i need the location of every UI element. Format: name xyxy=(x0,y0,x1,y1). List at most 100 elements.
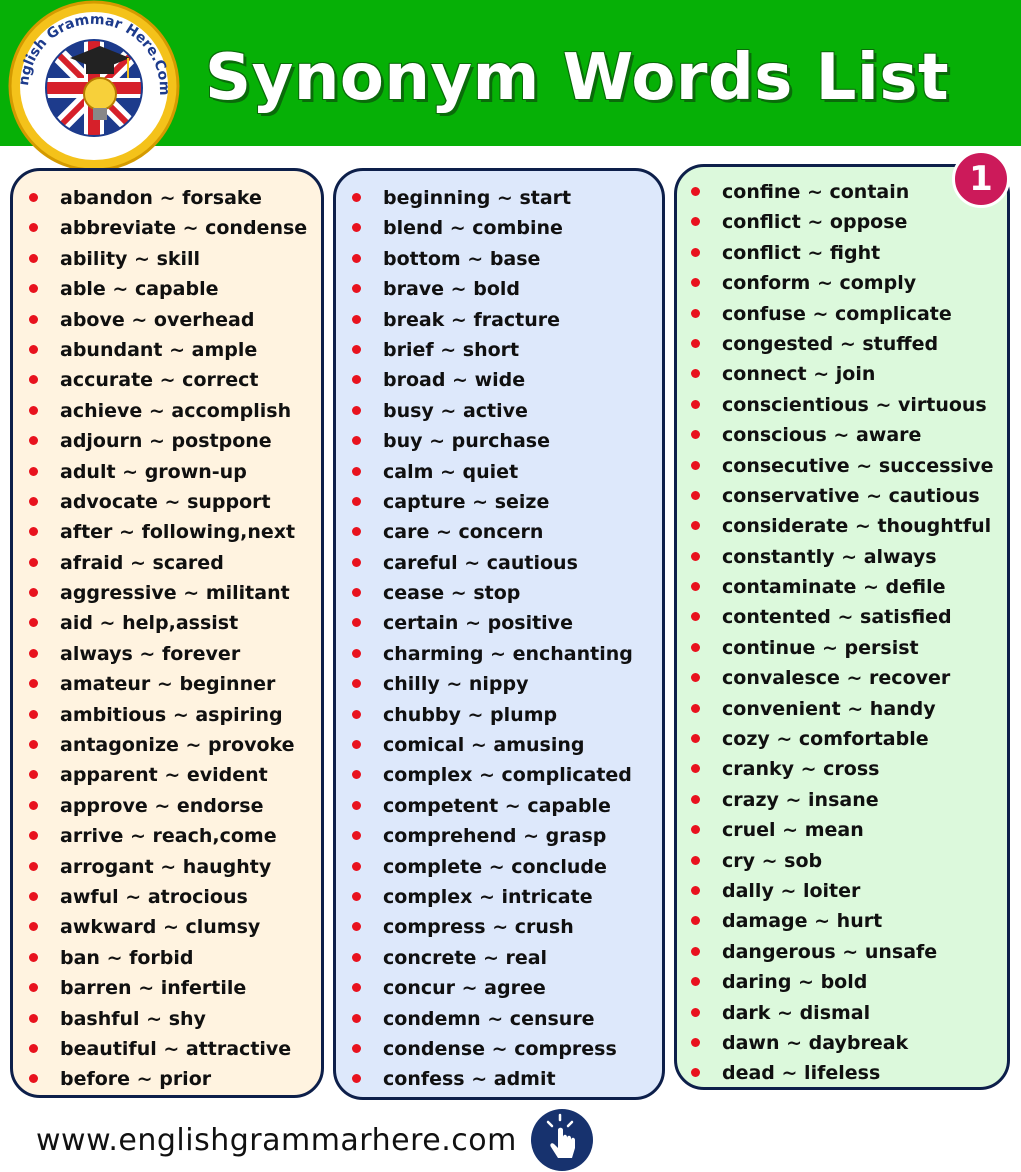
synonym-pair: aid ~ help,assist xyxy=(60,612,239,635)
synonym-pair: beginning ~ start xyxy=(383,187,572,209)
synonym-pair: chilly ~ nippy xyxy=(383,673,529,696)
synonym-pair: brave ~ bold xyxy=(383,278,520,301)
list-item: beautiful ~ attractive xyxy=(29,1034,307,1064)
list-item: arrogant ~ haughty xyxy=(29,852,307,882)
list-item: amateur ~ beginner xyxy=(29,669,307,699)
list-item: advocate ~ support xyxy=(29,487,307,517)
list-item: brief ~ short xyxy=(352,335,633,365)
bullet-icon xyxy=(352,527,361,537)
synonym-pair: contented ~ satisfied xyxy=(722,606,952,629)
pointer-hand-icon xyxy=(531,1109,593,1171)
bullet-icon xyxy=(29,922,38,932)
bullet-icon xyxy=(691,825,700,835)
list-item: dead ~ lifeless xyxy=(691,1058,994,1088)
synonym-pair: conflict ~ fight xyxy=(722,241,881,264)
bullet-icon xyxy=(29,800,38,810)
synonym-pair: contaminate ~ defile xyxy=(722,576,946,599)
list-item: calm ~ quiet xyxy=(352,457,633,487)
bullet-icon xyxy=(29,557,38,567)
bullet-icon xyxy=(352,314,361,324)
synonym-pair: always ~ forever xyxy=(60,642,241,665)
synonym-pair: condemn ~ censure xyxy=(383,1007,595,1030)
list-item: condense ~ compress xyxy=(352,1034,633,1064)
synonym-pair: consecutive ~ successive xyxy=(722,454,994,477)
synonym-pair: after ~ following,next xyxy=(60,521,296,544)
synonym-pair: confuse ~ complicate xyxy=(722,302,952,325)
bullet-icon xyxy=(29,588,38,598)
bullet-icon xyxy=(691,369,700,379)
synonym-column-3: confine ~ contain conflict ~ oppose confli… xyxy=(674,164,1010,1090)
bullet-icon xyxy=(352,983,361,993)
synonym-pair: care ~ concern xyxy=(383,521,544,544)
synonym-pair: convenient ~ handy xyxy=(722,697,936,720)
bullet-icon xyxy=(691,642,700,652)
bullet-icon xyxy=(352,253,361,263)
synonym-pair: constantly ~ always xyxy=(722,545,937,568)
bullet-icon xyxy=(691,247,700,257)
bullet-icon xyxy=(691,946,700,956)
list-item: complete ~ conclude xyxy=(352,852,633,882)
bullet-icon xyxy=(691,490,700,500)
list-item: antagonize ~ provoke xyxy=(29,730,307,760)
list-item: dawn ~ daybreak xyxy=(691,1028,994,1058)
synonym-pair: conscious ~ aware xyxy=(722,424,922,447)
bullet-icon xyxy=(29,466,38,476)
list-item: care ~ concern xyxy=(352,517,633,547)
bullet-icon xyxy=(352,496,361,506)
page-number-badge: 1 xyxy=(952,150,1010,208)
list-item: contaminate ~ defile xyxy=(691,572,994,602)
list-item: break ~ fracture xyxy=(352,305,633,335)
synonym-pair: barren ~ infertile xyxy=(60,977,247,1000)
bullet-icon xyxy=(691,399,700,409)
synonym-pair: complex ~ intricate xyxy=(383,885,593,908)
bullet-icon xyxy=(29,891,38,901)
synonym-pair: careful ~ cautious xyxy=(383,551,578,574)
list-item: convenient ~ handy xyxy=(691,694,994,724)
bullet-icon xyxy=(691,673,700,683)
synonym-pair: compress ~ crush xyxy=(383,916,574,939)
synonym-pair: confine ~ contain xyxy=(722,181,910,203)
bullet-icon xyxy=(691,1037,700,1047)
list-item: abandon ~ forsake xyxy=(29,183,307,213)
list-item: confuse ~ complicate xyxy=(691,299,994,329)
synonym-pair: afraid ~ scared xyxy=(60,551,224,574)
bullet-icon xyxy=(352,466,361,476)
bullet-icon xyxy=(29,344,38,354)
list-item: contented ~ satisfied xyxy=(691,602,994,632)
synonym-pair: abundant ~ ample xyxy=(60,338,258,361)
list-item: continue ~ persist xyxy=(691,633,994,663)
list-item: competent ~ capable xyxy=(352,791,633,821)
synonym-pair: cozy ~ comfortable xyxy=(722,728,929,751)
synonym-pair: cry ~ sob xyxy=(722,849,823,872)
bullet-icon xyxy=(29,648,38,658)
synonym-list: abandon ~ forsake abbreviate ~ condense ab… xyxy=(29,183,307,1095)
synonym-pair: bottom ~ base xyxy=(383,247,541,270)
list-item: after ~ following,next xyxy=(29,517,307,547)
list-item: conform ~ comply xyxy=(691,268,994,298)
bullet-icon xyxy=(691,612,700,622)
synonym-pair: blend ~ combine xyxy=(383,217,563,240)
synonym-pair: conscientious ~ virtuous xyxy=(722,393,987,416)
synonym-pair: dark ~ dismal xyxy=(722,1001,871,1024)
list-item: confess ~ admit xyxy=(352,1064,633,1094)
synonym-pair: dally ~ loiter xyxy=(722,879,861,902)
bullet-icon xyxy=(691,703,700,713)
list-item: conflict ~ fight xyxy=(691,238,994,268)
list-item: crazy ~ insane xyxy=(691,785,994,815)
synonym-list: confine ~ contain conflict ~ oppose confli… xyxy=(691,177,994,1089)
bullet-icon xyxy=(352,193,361,202)
bullet-icon xyxy=(29,983,38,993)
website-url[interactable]: www.englishgrammarhere.com xyxy=(36,1123,517,1158)
list-item: charming ~ enchanting xyxy=(352,639,633,669)
list-item: ambitious ~ aspiring xyxy=(29,700,307,730)
bullet-icon xyxy=(352,284,361,294)
synonym-pair: dead ~ lifeless xyxy=(722,1062,881,1085)
bullet-icon xyxy=(29,709,38,719)
synonym-pair: continue ~ persist xyxy=(722,636,919,659)
synonym-pair: aggressive ~ militant xyxy=(60,582,290,605)
list-item: cranky ~ cross xyxy=(691,754,994,784)
bullet-icon xyxy=(691,278,700,288)
synonym-column-2: beginning ~ start blend ~ combine bottom ~… xyxy=(333,168,665,1100)
synonym-column-1: abandon ~ forsake abbreviate ~ condense ab… xyxy=(10,168,324,1098)
synonym-pair: before ~ prior xyxy=(60,1068,212,1091)
